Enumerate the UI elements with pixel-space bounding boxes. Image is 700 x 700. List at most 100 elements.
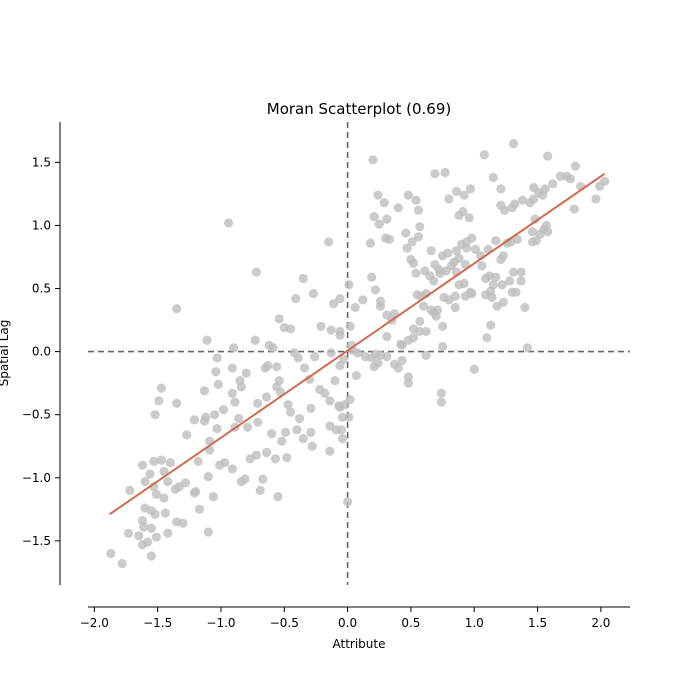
scatter-point <box>470 244 481 255</box>
scatter-point <box>415 326 425 337</box>
x-tick-label: 0.0 <box>338 616 357 630</box>
scatter-point <box>497 280 507 290</box>
scatter-point <box>345 394 355 405</box>
scatter-point <box>137 516 148 526</box>
scatter-point <box>245 454 255 464</box>
scatter-point <box>548 179 558 189</box>
x-tick-label: 1.0 <box>465 616 484 630</box>
chart-title: Moran Scatterplot (0.69) <box>267 100 452 118</box>
y-tick-label: 0.0 <box>32 345 51 359</box>
scatter-point <box>335 360 345 371</box>
scatter-point <box>260 363 270 373</box>
scatter-point <box>411 268 421 278</box>
scatter-point <box>326 348 336 358</box>
scatter-point <box>370 285 381 295</box>
scatter-point <box>345 321 355 331</box>
scatter-point <box>325 446 335 456</box>
scatter-point <box>294 413 305 424</box>
scatter-point <box>335 294 345 304</box>
scatter-point <box>156 383 167 393</box>
scatter-point <box>160 508 170 518</box>
scatter-point <box>282 452 292 463</box>
scatter-point <box>530 214 540 224</box>
scatter-point <box>403 190 413 200</box>
scatter-point <box>229 343 239 353</box>
scatter-point <box>329 299 339 309</box>
scatter-point <box>415 222 425 232</box>
scatter-point <box>543 151 553 161</box>
scatter-point <box>274 376 284 386</box>
scatter-point <box>517 195 527 205</box>
scatter-point <box>508 138 519 149</box>
scatter-point <box>335 326 345 337</box>
scatter-point <box>178 518 188 528</box>
scatter-point <box>117 558 127 569</box>
scatter-point <box>369 362 379 372</box>
scatter-point <box>430 259 440 270</box>
scatter-point <box>251 267 262 277</box>
scatter-point <box>199 386 210 396</box>
scatter-point <box>218 405 229 415</box>
scatter-point <box>397 340 407 350</box>
scatter-point <box>255 485 265 495</box>
scatter-point <box>208 492 218 502</box>
scatter-point <box>159 493 169 503</box>
scatter-point <box>106 548 116 559</box>
scatter-point <box>350 302 360 313</box>
scatter-point <box>569 204 579 214</box>
scatter-point <box>418 301 429 311</box>
scatter-point <box>234 413 244 424</box>
y-tick-label: −1.5 <box>22 534 51 548</box>
scatter-point <box>520 302 530 313</box>
x-tick-label: −1.0 <box>206 616 235 630</box>
scatter-point <box>203 527 213 537</box>
scatter-point <box>469 364 479 374</box>
scatter-point <box>511 287 521 297</box>
scatter-point <box>146 523 156 533</box>
scatter-point <box>507 203 517 213</box>
scatter-point <box>253 398 263 408</box>
scatter-point <box>591 194 601 204</box>
scatter-point <box>149 456 159 466</box>
scatter-point <box>454 210 464 220</box>
scatter-point <box>496 254 506 265</box>
scatter-point <box>482 333 492 343</box>
scatter-point <box>165 458 175 468</box>
scatter-point <box>477 261 487 271</box>
scatter-point <box>334 401 344 411</box>
scatter-point <box>358 295 368 305</box>
scatter-point <box>267 429 277 439</box>
y-tick-label: 1.0 <box>32 218 51 232</box>
scatter-point <box>375 301 386 311</box>
scatter-point <box>407 237 417 247</box>
scatter-point <box>527 227 538 237</box>
scatter-point <box>298 273 308 284</box>
scatter-point <box>227 464 237 474</box>
scatter-point <box>273 492 283 502</box>
scatter-point <box>258 474 268 484</box>
scatter-point <box>163 476 173 487</box>
scatter-point <box>451 246 462 256</box>
scatter-point <box>382 331 392 342</box>
scatter-point <box>150 410 160 420</box>
scatter-point <box>367 353 377 363</box>
scatter-point <box>134 531 144 541</box>
scatter-point <box>437 341 448 352</box>
x-tick-label: 2.0 <box>591 616 610 630</box>
scatter-point <box>227 388 237 398</box>
scatter-point <box>496 200 506 210</box>
x-tick-label: 1.5 <box>528 616 547 630</box>
scatter-point <box>436 388 446 398</box>
scatter-point <box>280 427 291 437</box>
scatter-point <box>450 302 460 313</box>
scatter-point <box>272 362 282 372</box>
scatter-point <box>241 368 251 378</box>
scatter-point <box>343 497 353 507</box>
scatter-point <box>125 485 135 495</box>
x-tick-label: −0.5 <box>270 616 299 630</box>
scatter-point <box>431 311 441 321</box>
scatter-point <box>145 469 155 479</box>
scatter-point <box>194 504 205 514</box>
scatter-point <box>464 213 474 223</box>
scatter-point <box>316 321 326 331</box>
